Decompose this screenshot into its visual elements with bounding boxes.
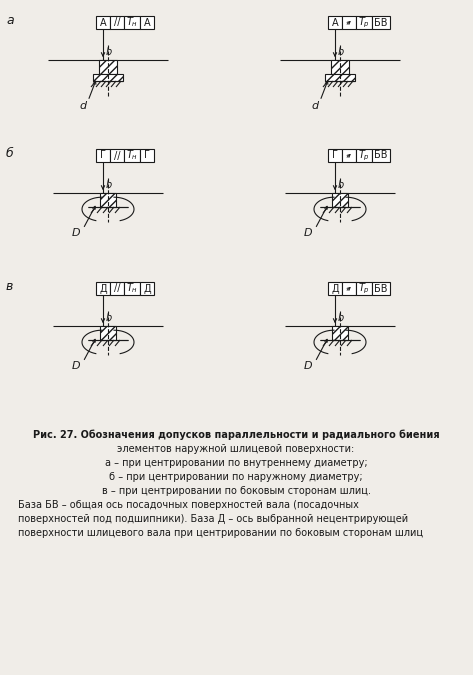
Text: D: D: [72, 361, 80, 371]
Text: $T_р$: $T_р$: [358, 281, 370, 296]
Text: b: b: [338, 180, 344, 190]
Text: в: в: [6, 280, 13, 293]
Text: БВ: БВ: [374, 151, 388, 161]
Text: b: b: [338, 313, 344, 323]
Bar: [110, 16, 124, 29]
Bar: [356, 282, 372, 295]
Text: D: D: [304, 228, 312, 238]
Bar: [140, 16, 154, 29]
Text: A: A: [332, 18, 338, 28]
Text: $T_н$: $T_н$: [126, 281, 138, 296]
Text: $T_р$: $T_р$: [358, 16, 370, 30]
Text: б: б: [6, 147, 14, 160]
Bar: [140, 149, 154, 162]
Text: //: //: [114, 284, 120, 294]
Text: поверхностей под подшипники). База Д – ось выбранной нецентрирующей: поверхностей под подшипники). База Д – о…: [18, 514, 408, 524]
Bar: [342, 149, 356, 162]
Bar: [332, 326, 348, 340]
Text: d: d: [311, 101, 318, 111]
Bar: [356, 149, 372, 162]
Text: Г: Г: [332, 151, 338, 161]
Text: A: A: [144, 18, 150, 28]
Bar: [96, 149, 110, 162]
Bar: [372, 282, 390, 295]
Bar: [328, 149, 342, 162]
Bar: [342, 16, 356, 29]
Text: поверхности шлицевого вала при центрировании по боковым сторонам шлиц: поверхности шлицевого вала при центриров…: [18, 528, 423, 538]
Text: Г: Г: [100, 151, 106, 161]
Bar: [372, 16, 390, 29]
Text: D: D: [72, 228, 80, 238]
Bar: [110, 149, 124, 162]
Bar: [328, 16, 342, 29]
Text: //: //: [114, 151, 120, 161]
Text: $T_р$: $T_р$: [358, 148, 370, 163]
Bar: [124, 16, 140, 29]
Bar: [96, 16, 110, 29]
Bar: [332, 193, 348, 207]
Bar: [331, 60, 349, 74]
Text: D: D: [304, 361, 312, 371]
Text: b: b: [338, 47, 344, 57]
Bar: [100, 326, 116, 340]
Bar: [93, 74, 123, 81]
Bar: [96, 282, 110, 295]
Text: в – при центрировании по боковым сторонам шлиц.: в – при центрировании по боковым сторона…: [102, 486, 370, 496]
Text: б – при центрировании по наружному диаметру;: б – при центрировании по наружному диаме…: [109, 472, 363, 482]
Text: $T_н$: $T_н$: [126, 16, 138, 30]
Bar: [124, 282, 140, 295]
Text: b: b: [106, 180, 112, 190]
Text: База БВ – общая ось посадочных поверхностей вала (посадочных: База БВ – общая ось посадочных поверхнос…: [18, 500, 359, 510]
Bar: [110, 282, 124, 295]
Text: БВ: БВ: [374, 284, 388, 294]
Bar: [342, 282, 356, 295]
Text: Г: Г: [144, 151, 150, 161]
Text: $T_н$: $T_н$: [126, 148, 138, 163]
Text: Д: Д: [331, 284, 339, 294]
Text: b: b: [106, 313, 112, 323]
Bar: [124, 149, 140, 162]
Text: //: //: [114, 18, 120, 28]
Bar: [99, 60, 117, 74]
Text: A: A: [100, 18, 106, 28]
Bar: [140, 282, 154, 295]
Text: Д: Д: [99, 284, 107, 294]
Bar: [356, 16, 372, 29]
Bar: [325, 74, 355, 81]
Text: Рис. 27. Обозначения допусков параллельности и радиального биения: Рис. 27. Обозначения допусков параллельн…: [33, 430, 439, 441]
Text: Д: Д: [143, 284, 151, 294]
Text: d: d: [79, 101, 87, 111]
Text: элементов наружной шлицевой поверхности:: элементов наружной шлицевой поверхности:: [117, 444, 355, 454]
Text: а – при центрировании по внутреннему диаметру;: а – при центрировании по внутреннему диа…: [105, 458, 368, 468]
Text: а: а: [6, 14, 14, 27]
Text: БВ: БВ: [374, 18, 388, 28]
Bar: [100, 193, 116, 207]
Bar: [328, 282, 342, 295]
Text: b: b: [106, 47, 112, 57]
Bar: [372, 149, 390, 162]
